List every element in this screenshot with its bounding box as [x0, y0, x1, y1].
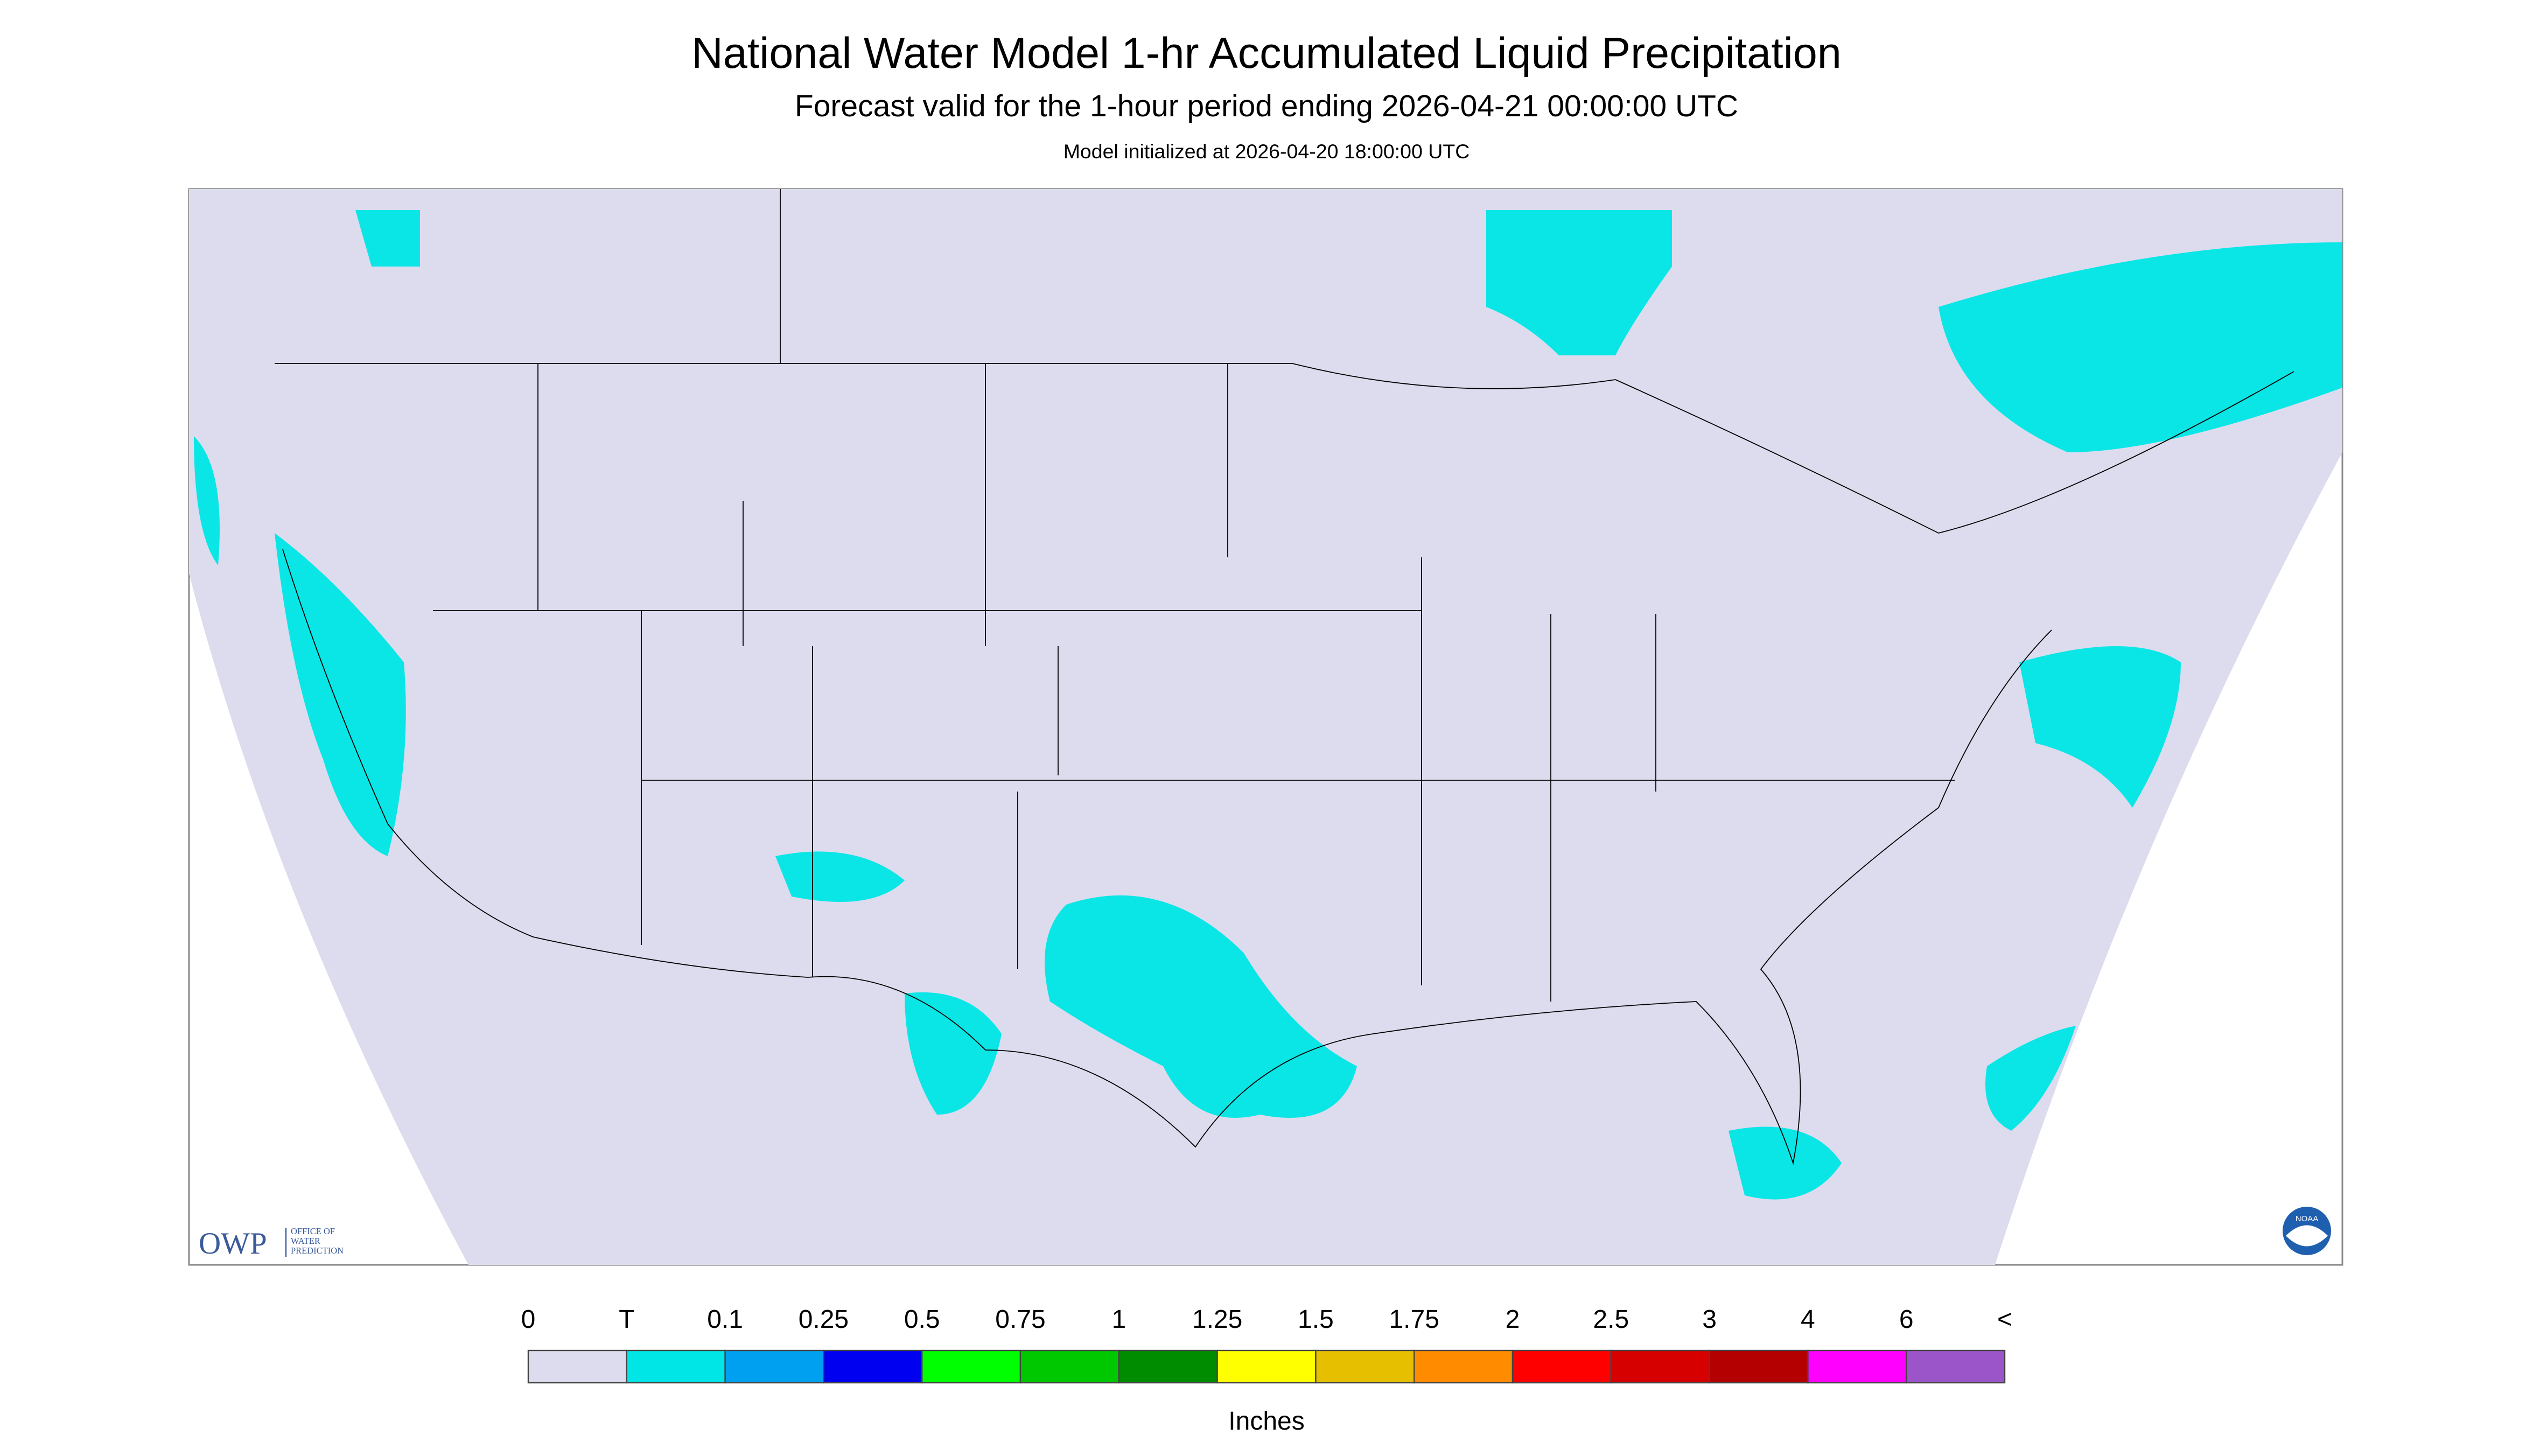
- legend-swatch: [527, 1349, 628, 1384]
- legend: 0 T 0.1 0.25 0.5 0.75 1 1.25 1.5 1.75 2 2.5 3 4 6 <: [521, 1305, 2012, 1384]
- legend-swatch: [1216, 1349, 1317, 1384]
- legend-swatch: [626, 1349, 726, 1384]
- logo-name: OWP: [199, 1227, 267, 1261]
- legend-swatch: [724, 1349, 824, 1384]
- legend-label: 3: [1702, 1305, 1717, 1334]
- logo-line: OFFICE OF: [291, 1226, 335, 1236]
- legend-swatch: [1019, 1349, 1120, 1384]
- legend-swatch: [1315, 1349, 1415, 1384]
- noaa-text: NOAA: [2296, 1214, 2319, 1223]
- boundaries: [275, 189, 2294, 1165]
- legend-label: 1.75: [1389, 1305, 1439, 1334]
- map: OWP OFFICE OF WATER PREDICTION NOAA: [188, 188, 2343, 1266]
- init-note: Model initialized at 2026-04-20 18:00:00…: [1063, 140, 1470, 163]
- legend-label: 1.5: [1298, 1305, 1334, 1334]
- legend-label: 0.5: [904, 1305, 940, 1334]
- noaa-logo: NOAA: [2283, 1207, 2331, 1256]
- legend-swatch: [1118, 1349, 1218, 1384]
- legend-unit: Inches: [1228, 1407, 1304, 1436]
- legend-label: 0.75: [995, 1305, 1045, 1334]
- legend-label: 4: [1801, 1305, 1815, 1334]
- logo-line: WATER: [291, 1236, 320, 1246]
- legend-label: 2.5: [1593, 1305, 1629, 1334]
- model-domain: [189, 189, 2342, 1265]
- legend-label: 2: [1506, 1305, 1520, 1334]
- precip-areas: [194, 210, 2342, 1200]
- legend-label: 0.1: [707, 1305, 743, 1334]
- legend-swatch: [921, 1349, 1021, 1384]
- legend-swatch: [1610, 1349, 1710, 1384]
- legend-swatch: [823, 1349, 923, 1384]
- title: National Water Model 1-hr Accumulated Li…: [691, 29, 1842, 78]
- legend-swatch: [1512, 1349, 1612, 1384]
- legend-swatch: [1709, 1349, 1809, 1384]
- legend-swatch: [1905, 1349, 2006, 1384]
- legend-label: 1.25: [1192, 1305, 1242, 1334]
- legend-label: 0.25: [799, 1305, 849, 1334]
- legend-label: 1: [1111, 1305, 1126, 1334]
- subtitle: Forecast valid for the 1-hour period end…: [795, 89, 1738, 123]
- legend-swatch: [1807, 1349, 1907, 1384]
- owp-logo: OWP OFFICE OF WATER PREDICTION: [199, 1226, 344, 1261]
- legend-label: 6: [1899, 1305, 1914, 1334]
- legend-swatch: [1414, 1349, 1514, 1384]
- legend-label: <: [1997, 1305, 2012, 1334]
- logo-line: PREDICTION: [291, 1245, 344, 1256]
- legend-label: 0: [521, 1305, 536, 1334]
- legend-label: T: [619, 1305, 634, 1334]
